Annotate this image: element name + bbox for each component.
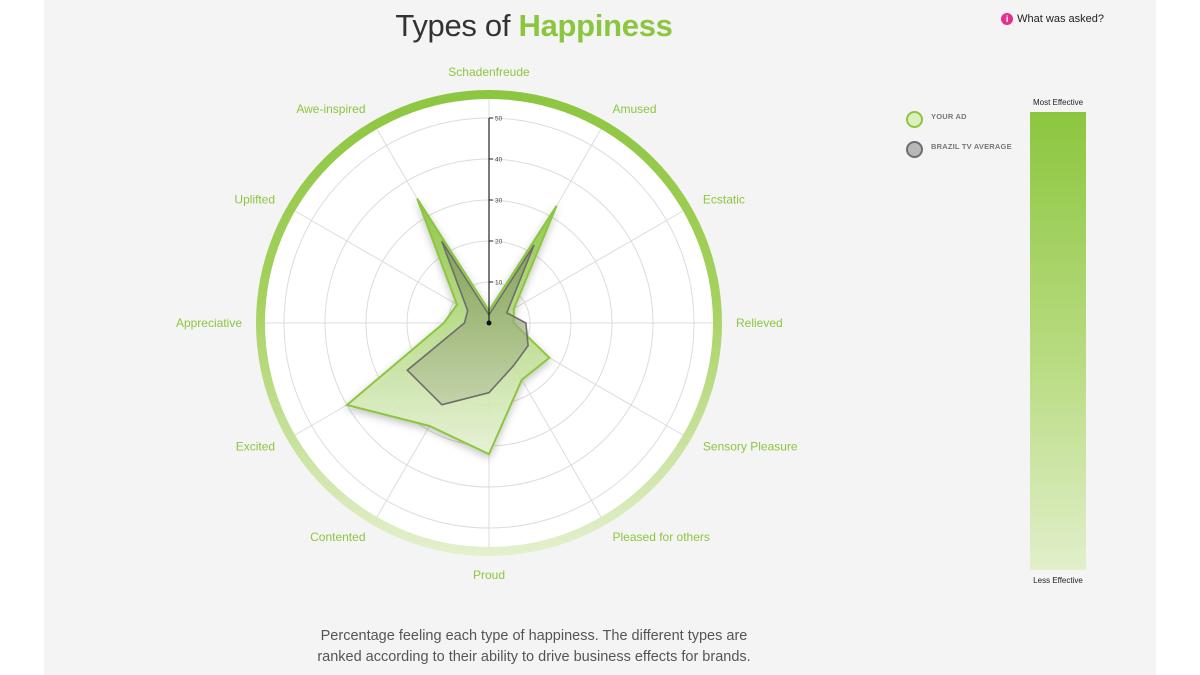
legend: YOUR AD BRAZIL TV AVERAGE — [906, 110, 1012, 170]
category-label-appreciative: Appreciative — [176, 316, 242, 330]
point-your-ad-ecstatic — [513, 308, 515, 310]
chart-title: Types of Happiness — [44, 8, 1024, 44]
legend-label-average: BRAZIL TV AVERAGE — [931, 142, 1012, 151]
category-label-schadenfreude: Schadenfreude — [448, 65, 530, 79]
axis-tick-label-40: 40 — [495, 157, 503, 164]
title-prefix: Types of — [395, 8, 519, 43]
chart-canvas: Types of Happiness i What was asked? — [44, 0, 1156, 675]
point-your-ad-contented — [429, 425, 431, 427]
point-brazil-tv-average-contented — [441, 404, 443, 406]
category-label-ecstatic: Ecstatic — [703, 193, 745, 207]
effectiveness-scale-bar — [1030, 112, 1086, 570]
point-brazil-tv-average-amused — [533, 244, 535, 246]
legend-label-your-ad: YOUR AD — [931, 112, 967, 121]
axis-tick-label-10: 10 — [495, 280, 503, 287]
axis-tick-label-30: 30 — [495, 198, 503, 205]
axis-tick-label-20: 20 — [495, 239, 503, 246]
point-brazil-tv-average-appreciative — [464, 322, 466, 324]
legend-item-your-ad[interactable]: YOUR AD — [906, 110, 1012, 128]
title-accent: Happiness — [518, 8, 673, 43]
scale-top-label: Most Effective — [1032, 98, 1084, 107]
point-brazil-tv-average-sensory-pleasure — [527, 345, 529, 347]
point-your-ad-uplifted — [456, 304, 458, 306]
legend-item-average[interactable]: BRAZIL TV AVERAGE — [906, 140, 1012, 158]
point-your-ad-amused — [556, 205, 558, 207]
point-brazil-tv-average-proud — [488, 392, 490, 394]
series-your-ad — [344, 198, 558, 456]
point-brazil-tv-average-awe-inspired — [441, 241, 443, 243]
chart-caption: Percentage feeling each type of happines… — [44, 626, 1024, 668]
series-brazil-tv-average — [406, 240, 535, 406]
axis-tick-label-50: 50 — [495, 116, 503, 123]
average-swatch — [906, 141, 923, 158]
point-brazil-tv-average-relieved — [525, 322, 527, 324]
point-your-ad-sensory-pleasure — [549, 357, 551, 359]
caption-line-2: ranked according to their ability to dri… — [317, 649, 751, 665]
spoke-ecstatic — [488, 210, 684, 324]
category-label-contented: Contented — [310, 530, 365, 544]
category-label-uplifted: Uplifted — [234, 193, 275, 207]
scale-bottom-label: Less Effective — [1033, 576, 1083, 585]
category-label-pleased-for-others: Pleased for others — [613, 530, 710, 544]
your-ad-swatch — [906, 111, 923, 128]
point-brazil-tv-average-pleased-for-others — [513, 365, 515, 367]
help-label: What was asked? — [1017, 13, 1104, 25]
category-label-sensory-pleasure: Sensory Pleasure — [703, 440, 798, 454]
category-label-excited: Excited — [236, 440, 275, 454]
category-label-amused: Amused — [613, 102, 657, 116]
point-your-ad-excited — [346, 404, 348, 406]
caption-line-1: Percentage feeling each type of happines… — [320, 628, 748, 644]
radar-chart: 10 20 30 40 50 Schadenfreude Amused Ecstatic Re… — [176, 65, 798, 582]
category-label-awe-inspired: Awe-inspired — [296, 102, 365, 116]
point-your-ad-proud — [488, 453, 490, 455]
category-label-proud: Proud — [473, 568, 505, 582]
category-label-relieved: Relieved — [736, 316, 783, 330]
center-dot — [486, 320, 492, 326]
point-your-ad-appreciative — [443, 322, 445, 324]
info-icon: i — [1001, 13, 1014, 25]
point-your-ad-awe-inspired — [416, 198, 418, 200]
what-was-asked-link[interactable]: i What was asked? — [1001, 13, 1104, 25]
point-brazil-tv-average-excited — [407, 369, 409, 371]
point-brazil-tv-average-ecstatic — [506, 312, 508, 314]
point-brazil-tv-average-uplifted — [467, 310, 469, 312]
point-your-ad-pleased-for-others — [521, 379, 523, 381]
